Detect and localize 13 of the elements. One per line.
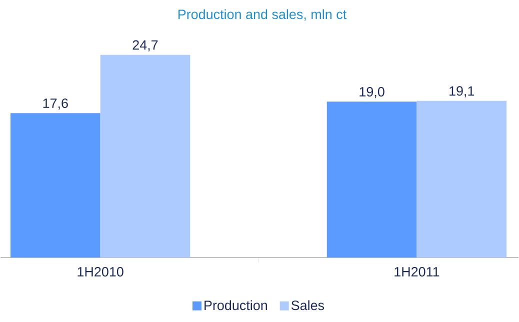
bar: [326, 101, 417, 258]
data-label: 17,6: [43, 98, 68, 110]
data-label: 24,7: [132, 40, 158, 52]
bar: [416, 100, 507, 258]
bar: [100, 54, 190, 258]
chart-title: Production and sales, mln ct: [178, 9, 347, 21]
data-label: 19,0: [360, 86, 384, 98]
x-tick-label: 1H2011: [394, 266, 440, 276]
bar: [10, 112, 100, 258]
legend-label: Production: [204, 300, 267, 310]
legend-label: Sales: [291, 300, 324, 310]
x-tick-label: 1H2010: [78, 266, 124, 276]
data-label: 19,1: [450, 86, 474, 98]
